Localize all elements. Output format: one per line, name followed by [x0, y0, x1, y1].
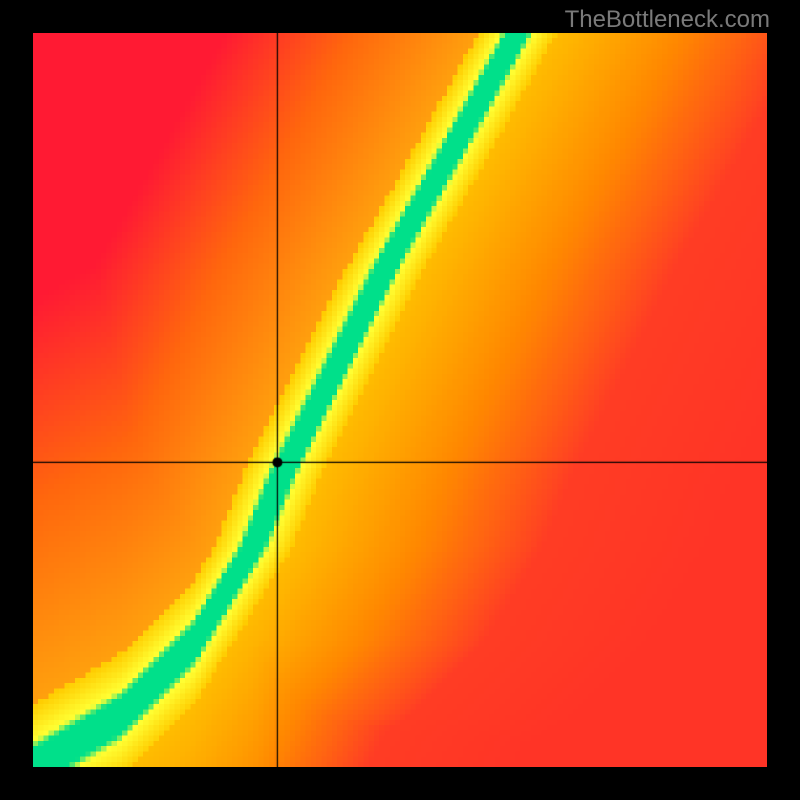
watermark-text: TheBottleneck.com: [565, 6, 770, 34]
crosshair-overlay: [33, 33, 767, 767]
chart-container: TheBottleneck.com: [0, 0, 800, 800]
